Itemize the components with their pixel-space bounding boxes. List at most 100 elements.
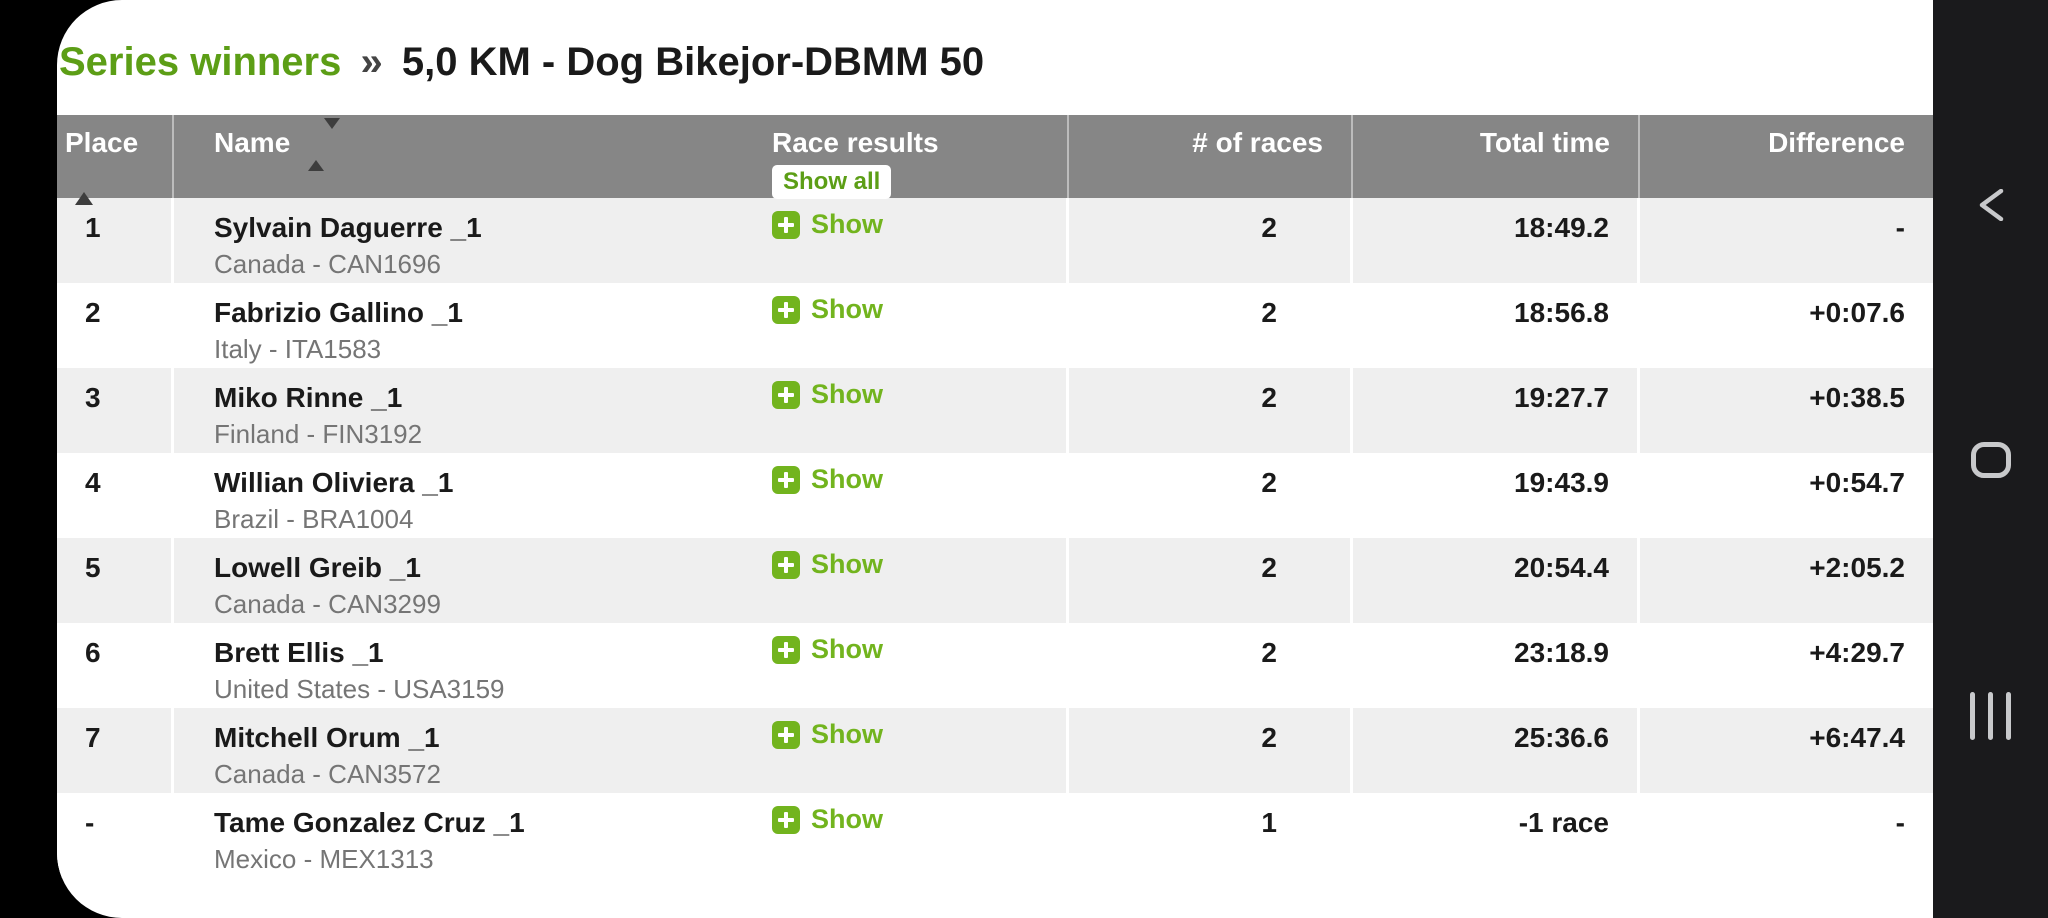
place-cell: - [57, 793, 174, 878]
plus-icon [772, 805, 800, 834]
race-results-cell: Show [737, 623, 1069, 708]
column-header-total-time: Total time [1353, 115, 1640, 199]
competitor-name: Fabrizio Gallino _1 [214, 297, 463, 328]
plus-icon [772, 465, 800, 494]
home-button[interactable] [1933, 415, 2048, 505]
table-header-row: Place Name Race results Show all # of ra… [57, 115, 1933, 205]
competitor-country: Mexico - MEX1313 [214, 844, 434, 874]
breadcrumb-section[interactable]: Series winners [59, 40, 342, 84]
place-cell: 7 [57, 708, 174, 793]
show-button[interactable]: Show [772, 464, 883, 495]
total-time-cell: 18:56.8 [1353, 283, 1640, 368]
android-nav-bar [1933, 0, 2048, 918]
app-content-card: Series winners » 5,0 KM - Dog Bikejor-DB… [57, 0, 1933, 918]
show-button[interactable]: Show [772, 719, 883, 750]
competitor-country: Canada - CAN3572 [214, 759, 441, 789]
home-icon [1970, 442, 2011, 478]
total-time-cell: -1 race [1353, 793, 1640, 878]
competitor-country: United States - USA3159 [214, 674, 505, 704]
results-table: Place Name Race results Show all # of ra… [57, 115, 1933, 878]
competitor-country: Italy - ITA1583 [214, 334, 382, 364]
competitor-name: Lowell Greib _1 [214, 552, 421, 583]
place-cell: 1 [57, 198, 174, 283]
difference-cell: +0:38.5 [1809, 382, 1905, 413]
recents-button[interactable] [1933, 671, 2048, 761]
competitor-name: Mitchell Orum _1 [214, 722, 440, 753]
show-button[interactable]: Show [772, 549, 883, 580]
race-results-cell: Show [737, 708, 1069, 793]
total-time-cell: 19:27.7 [1353, 368, 1640, 453]
breadcrumb-separator: » [360, 40, 383, 84]
table-row: 3 Miko Rinne _1 Finland - FIN3192 Show 2… [57, 368, 1933, 453]
column-header-place[interactable]: Place [57, 115, 174, 205]
column-header-name[interactable]: Name [174, 115, 737, 199]
name-cell: Miko Rinne _1 Finland - FIN3192 [174, 368, 737, 453]
difference-cell: +4:29.7 [1809, 637, 1905, 668]
difference-cell: - [1895, 212, 1905, 243]
num-races-cell: 2 [1069, 198, 1353, 283]
sort-asc-icon[interactable] [75, 160, 93, 205]
total-time-cell: 18:49.2 [1353, 198, 1640, 283]
place-cell: 4 [57, 453, 174, 538]
difference-cell: - [1895, 807, 1905, 838]
race-results-cell: Show [737, 453, 1069, 538]
show-button[interactable]: Show [772, 634, 883, 665]
show-button[interactable]: Show [772, 379, 883, 410]
race-results-cell: Show [737, 793, 1069, 878]
back-chevron-icon [1979, 189, 2003, 221]
place-cell: 3 [57, 368, 174, 453]
page-title: 5,0 KM - Dog Bikejor-DBMM 50 [401, 40, 985, 84]
plus-icon [772, 550, 800, 579]
table-row: 4 Willian Oliviera _1 Brazil - BRA1004 S… [57, 453, 1933, 538]
competitor-country: Canada - CAN1696 [214, 249, 441, 279]
total-time-cell: 19:43.9 [1353, 453, 1640, 538]
difference-cell: +6:47.4 [1809, 722, 1905, 753]
table-row: - Tame Gonzalez Cruz _1 Mexico - MEX1313… [57, 793, 1933, 878]
recents-icon [1970, 692, 2011, 740]
plus-icon [772, 295, 800, 324]
table-row: 2 Fabrizio Gallino _1 Italy - ITA1583 Sh… [57, 283, 1933, 368]
plus-icon [772, 210, 800, 239]
name-cell: Willian Oliviera _1 Brazil - BRA1004 [174, 453, 737, 538]
show-button[interactable]: Show [772, 209, 883, 240]
show-button[interactable]: Show [772, 294, 883, 325]
column-header-difference: Difference [1768, 127, 1905, 158]
column-header-num-races: # of races [1069, 115, 1353, 199]
table-row: 6 Brett Ellis _1 United States - USA3159… [57, 623, 1933, 708]
race-results-cell: Show [737, 368, 1069, 453]
num-races-cell: 1 [1069, 793, 1353, 878]
table-row: 5 Lowell Greib _1 Canada - CAN3299 Show … [57, 538, 1933, 623]
total-time-cell: 25:36.6 [1353, 708, 1640, 793]
race-results-cell: Show [737, 283, 1069, 368]
plus-icon [772, 720, 800, 749]
breadcrumb: Series winners » 5,0 KM - Dog Bikejor-DB… [59, 40, 984, 85]
plus-icon [772, 380, 800, 409]
difference-cell: +2:05.2 [1809, 552, 1905, 583]
competitor-country: Canada - CAN3299 [214, 589, 441, 619]
num-races-cell: 2 [1069, 623, 1353, 708]
show-all-button[interactable]: Show all [772, 165, 892, 199]
competitor-name: Willian Oliviera _1 [214, 467, 454, 498]
competitor-name: Miko Rinne _1 [214, 382, 403, 413]
competitor-name: Tame Gonzalez Cruz _1 [214, 807, 525, 838]
name-cell: Sylvain Daguerre _1 Canada - CAN1696 [174, 198, 737, 283]
name-cell: Lowell Greib _1 Canada - CAN3299 [174, 538, 737, 623]
competitor-name: Brett Ellis _1 [214, 637, 384, 668]
num-races-cell: 2 [1069, 708, 1353, 793]
difference-cell: +0:54.7 [1809, 467, 1905, 498]
competitor-name: Sylvain Daguerre _1 [214, 212, 482, 243]
race-results-cell: Show [737, 538, 1069, 623]
num-races-cell: 2 [1069, 283, 1353, 368]
competitor-country: Finland - FIN3192 [214, 419, 423, 449]
show-button[interactable]: Show [772, 804, 883, 835]
column-header-race-results: Race results Show all [737, 115, 1069, 199]
total-time-cell: 23:18.9 [1353, 623, 1640, 708]
back-button[interactable] [1933, 160, 2048, 250]
sort-both-icon[interactable] [308, 117, 341, 171]
difference-cell: +0:07.6 [1809, 297, 1905, 328]
name-cell: Brett Ellis _1 United States - USA3159 [174, 623, 737, 708]
table-row: 1 Sylvain Daguerre _1 Canada - CAN1696 S… [57, 198, 1933, 283]
place-cell: 5 [57, 538, 174, 623]
num-races-cell: 2 [1069, 538, 1353, 623]
num-races-cell: 2 [1069, 453, 1353, 538]
